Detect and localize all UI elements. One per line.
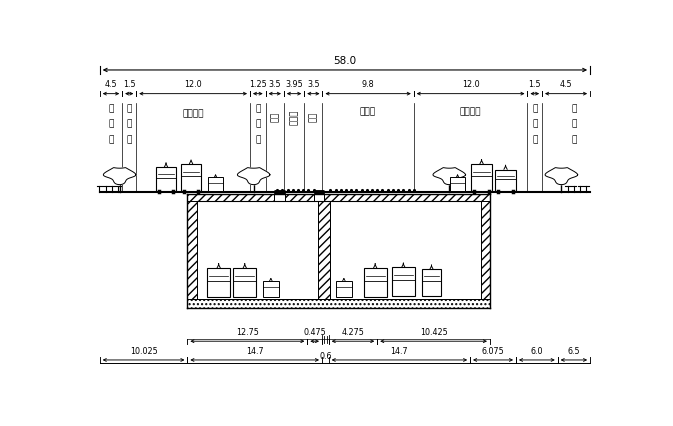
- Bar: [207, 268, 230, 297]
- Text: 人: 人: [571, 104, 577, 112]
- Bar: [318, 202, 330, 299]
- Text: 机动车道: 机动车道: [460, 107, 481, 116]
- Bar: [363, 268, 386, 297]
- Text: 化: 化: [127, 119, 132, 128]
- Text: 3.5: 3.5: [307, 80, 320, 89]
- Text: 天窗: 天窗: [309, 112, 318, 122]
- Text: 0.475: 0.475: [304, 327, 326, 336]
- Text: 1.25: 1.25: [249, 80, 267, 89]
- Text: 9.8: 9.8: [362, 80, 374, 89]
- Text: 人: 人: [108, 104, 114, 112]
- Bar: [495, 170, 516, 192]
- Text: 6.075: 6.075: [482, 346, 505, 355]
- Text: 58.0: 58.0: [333, 56, 357, 66]
- Polygon shape: [104, 168, 136, 185]
- Text: 4.5: 4.5: [560, 80, 572, 89]
- Text: 道: 道: [108, 135, 114, 144]
- Bar: [234, 268, 256, 297]
- Text: 10.425: 10.425: [420, 327, 448, 336]
- Text: 4.275: 4.275: [342, 327, 365, 336]
- Text: 天窗: 天窗: [271, 112, 279, 122]
- Text: 带: 带: [532, 135, 538, 144]
- Text: 行: 行: [571, 119, 577, 128]
- Bar: [187, 299, 490, 308]
- Text: 6.5: 6.5: [567, 346, 580, 355]
- Bar: [285, 195, 314, 202]
- Text: 10.025: 10.025: [130, 346, 157, 355]
- Bar: [262, 281, 279, 297]
- Text: 绿: 绿: [127, 104, 132, 112]
- Bar: [471, 164, 492, 192]
- Text: 6.0: 6.0: [530, 346, 543, 355]
- Text: 1.5: 1.5: [123, 80, 135, 89]
- Text: 带: 带: [255, 135, 260, 144]
- Polygon shape: [545, 168, 577, 185]
- Bar: [155, 168, 176, 192]
- Bar: [180, 164, 201, 192]
- Text: 3.95: 3.95: [285, 80, 303, 89]
- Bar: [392, 267, 415, 296]
- Bar: [336, 281, 352, 297]
- Text: 3.5: 3.5: [269, 80, 281, 89]
- Text: 绿: 绿: [255, 104, 260, 112]
- Bar: [421, 269, 441, 296]
- Bar: [275, 195, 285, 202]
- Text: 化: 化: [255, 119, 260, 128]
- Bar: [324, 195, 490, 202]
- Text: 绿: 绿: [532, 104, 538, 112]
- Text: 4.5: 4.5: [105, 80, 117, 89]
- Bar: [314, 195, 324, 202]
- Polygon shape: [433, 168, 466, 185]
- Text: 14.7: 14.7: [246, 346, 264, 355]
- Bar: [187, 202, 197, 299]
- Text: 行: 行: [108, 119, 114, 128]
- Text: 0.6: 0.6: [319, 351, 332, 360]
- Bar: [450, 178, 466, 192]
- Polygon shape: [238, 168, 270, 185]
- Text: 12.0: 12.0: [184, 80, 202, 89]
- Text: 绿化带: 绿化带: [290, 109, 299, 124]
- Text: 12.75: 12.75: [236, 327, 259, 336]
- Text: 12.0: 12.0: [462, 80, 479, 89]
- Text: 绿化带: 绿化带: [360, 107, 376, 116]
- Text: 带: 带: [127, 135, 132, 144]
- Bar: [208, 178, 223, 192]
- Bar: [187, 195, 275, 202]
- Text: 道: 道: [571, 135, 577, 144]
- Bar: [481, 202, 490, 299]
- Text: 14.7: 14.7: [390, 346, 409, 355]
- Text: 化: 化: [532, 119, 538, 128]
- Text: 1.5: 1.5: [528, 80, 541, 89]
- Text: 机动车道: 机动车道: [182, 109, 204, 118]
